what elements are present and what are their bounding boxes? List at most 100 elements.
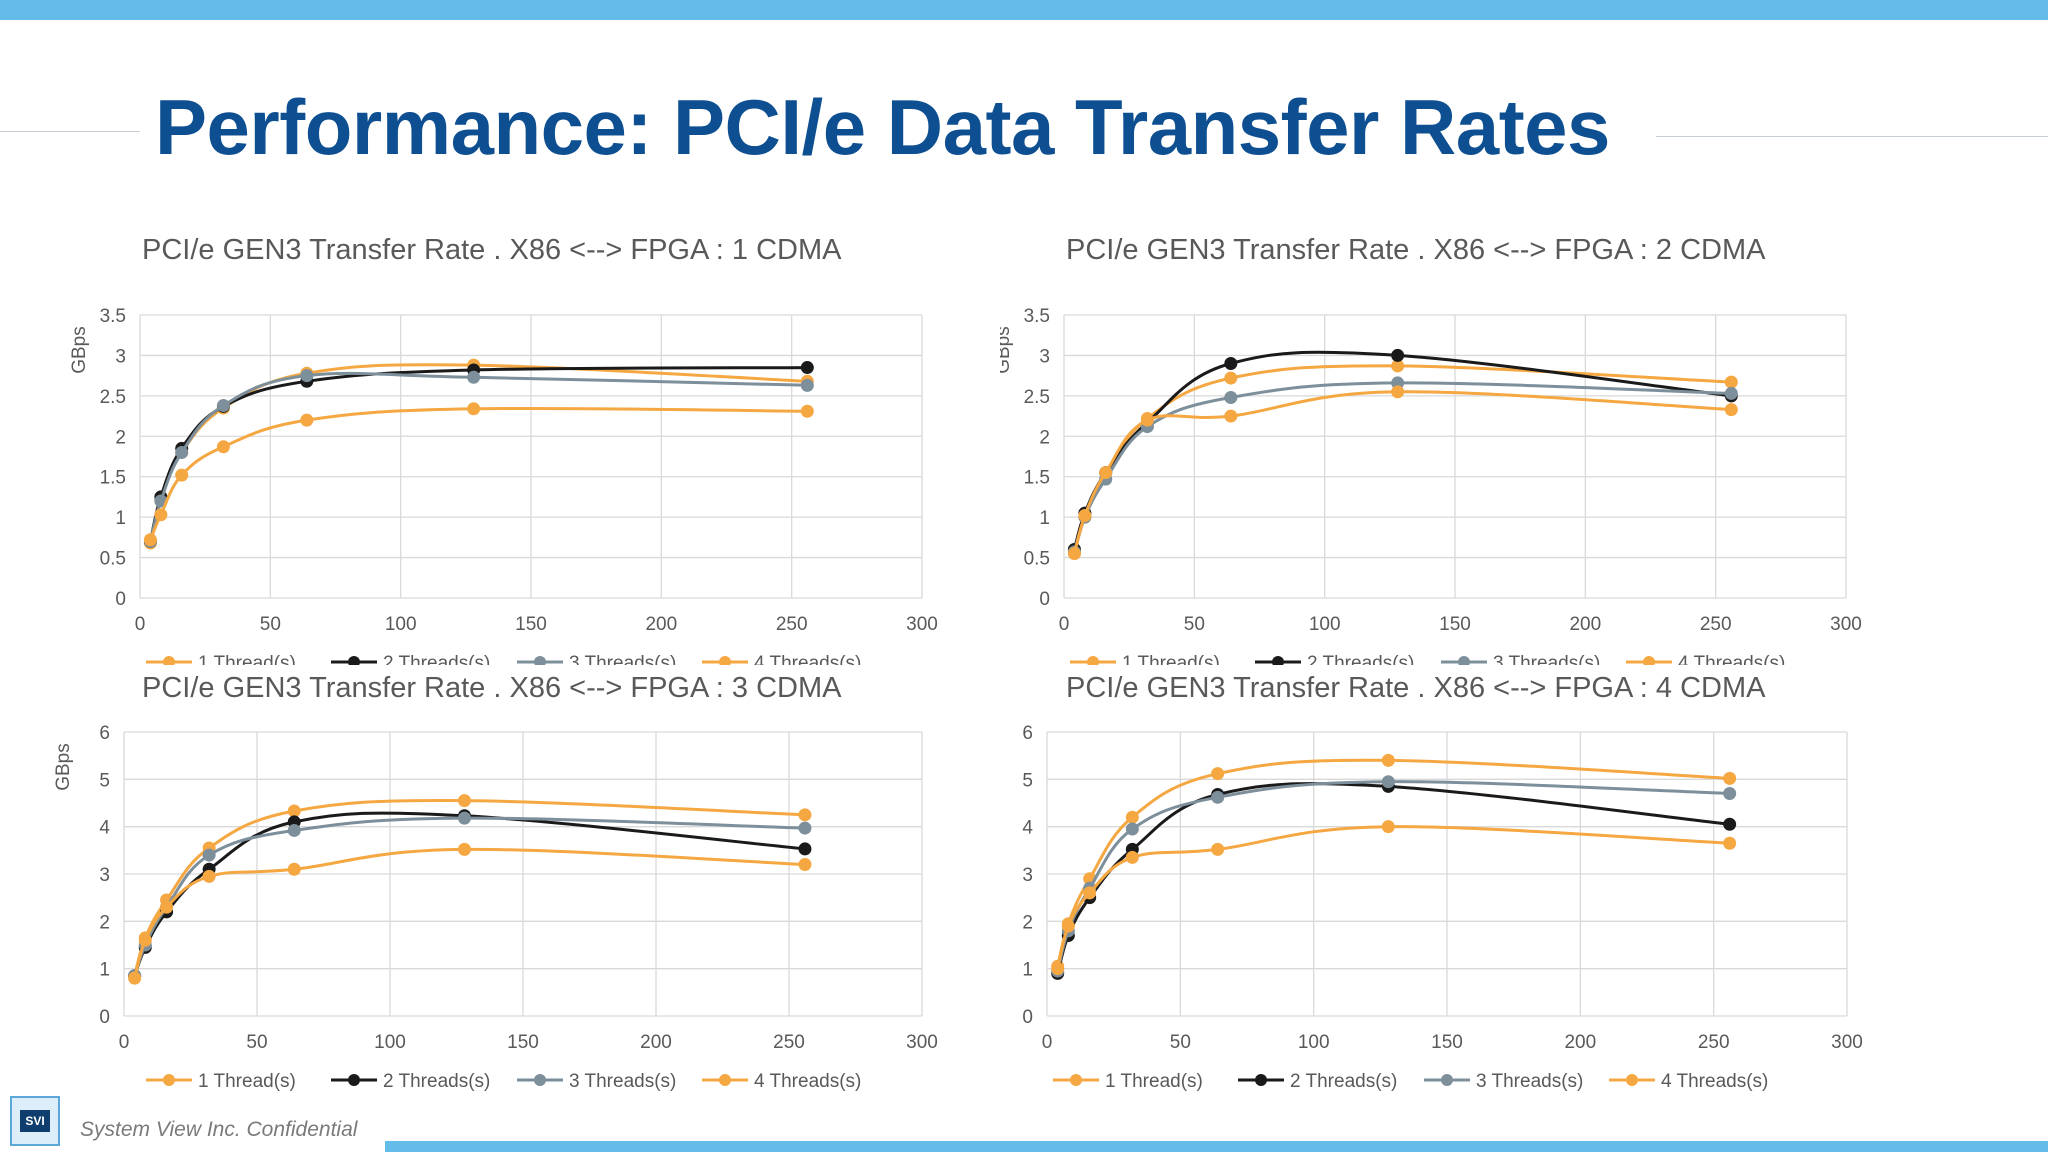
series-line-2 (148, 366, 808, 542)
data-point (287, 823, 301, 837)
series-line-4 (1056, 825, 1730, 970)
data-point (287, 804, 301, 818)
x-tick-label: 0 (119, 1032, 130, 1053)
y-tick-label: 2 (1039, 427, 1050, 448)
data-point (1723, 787, 1737, 801)
y-tick-label: 2 (115, 427, 126, 448)
chart-title: PCI/e GEN3 Transfer Rate . X86 <--> FPGA… (1066, 672, 1766, 704)
y-tick-label: 2 (99, 912, 110, 933)
legend-item-1: 1 Thread(s) (1053, 1071, 1203, 1092)
y-tick-label: 3 (1039, 346, 1050, 367)
legend-item-2: 2 Threads(s) (331, 1071, 490, 1092)
data-point (216, 399, 230, 413)
legend-label: 3 Threads(s) (1476, 1071, 1583, 1092)
x-tick-label: 50 (1170, 1032, 1191, 1053)
data-point (800, 378, 814, 392)
y-tick-label: 1 (115, 508, 126, 529)
chart-panel-3: PCI/e GEN3 Transfer Rate . X86 <--> FPGA… (0, 662, 1000, 1102)
data-point (175, 468, 189, 482)
legend-label: 4 Threads(s) (754, 1071, 861, 1092)
data-point (1140, 413, 1154, 427)
data-point (1391, 385, 1405, 399)
chart-2-svg: 0 0.5 1 1.5 2 2.5 3 3.5 0 50 100 150 200 250 300 GBps 1 … (1000, 306, 1862, 665)
legend-item-2: 2 Threads(s) (331, 653, 490, 665)
legend-swatch-dot (1458, 656, 1470, 665)
data-point (1224, 357, 1238, 371)
data-point (138, 933, 152, 947)
bottom-accent-bar (385, 1141, 2048, 1152)
data-point (202, 848, 216, 862)
legend-swatch-dot (348, 1074, 360, 1086)
legend-item-3: 3 Threads(s) (517, 1071, 676, 1092)
legend-label: 2 Threads(s) (1307, 653, 1414, 665)
legend-swatch-dot (1272, 656, 1284, 665)
data-point (800, 361, 814, 375)
data-point (800, 404, 814, 418)
x-tick-label: 300 (906, 1032, 938, 1053)
chart-title: PCI/e GEN3 Transfer Rate . X86 <--> FPGA… (142, 672, 842, 704)
legend-item-3: 3 Threads(s) (1424, 1071, 1583, 1092)
data-point (1211, 842, 1225, 856)
x-tick-label: 100 (385, 614, 417, 635)
y-tick-label: 3.5 (1024, 306, 1050, 327)
legend-swatch-dot (719, 656, 731, 665)
data-point (1099, 466, 1113, 480)
y-tick-label: 4 (1022, 818, 1033, 839)
legend-swatch-dot (1070, 1074, 1082, 1086)
top-accent-bar (0, 0, 2048, 20)
legend-label: 1 Thread(s) (1122, 653, 1220, 665)
data-point (216, 440, 230, 454)
legend-item-4: 4 Threads(s) (702, 653, 861, 665)
x-tick-label: 100 (1298, 1032, 1330, 1053)
x-tick-label: 150 (1431, 1032, 1463, 1053)
legend-swatch-dot (1255, 1074, 1267, 1086)
y-tick-label: 1.5 (100, 468, 126, 489)
x-tick-label: 0 (135, 614, 146, 635)
legend-item-2: 2 Threads(s) (1238, 1071, 1397, 1092)
legend-label: 3 Threads(s) (1493, 653, 1600, 665)
chart-panel-1: PCI/e GEN3 Transfer Rate . X86 <--> FPGA… (0, 225, 1000, 665)
data-point (1723, 836, 1737, 850)
data-point (798, 858, 812, 872)
data-point (160, 900, 174, 914)
title-rule-right (1656, 136, 2048, 137)
chart-title: PCI/e GEN3 Transfer Rate . X86 <--> FPGA… (142, 234, 842, 266)
data-point (1723, 817, 1737, 831)
y-tick-label: 6 (99, 723, 110, 744)
data-point (1125, 810, 1139, 824)
y-tick-label: 0.5 (1024, 549, 1050, 570)
y-tick-label: 5 (99, 770, 110, 791)
x-tick-label: 50 (1184, 614, 1205, 635)
y-axis-label: GBps (1000, 326, 1014, 374)
series-line-4 (149, 406, 808, 541)
y-tick-label: 3.5 (100, 306, 126, 327)
legend-item-1: 1 Thread(s) (1070, 653, 1220, 665)
x-tick-label: 300 (1831, 1032, 1863, 1053)
data-point (1381, 753, 1395, 767)
y-tick-label: 0 (115, 589, 126, 610)
x-tick-label: 100 (374, 1032, 406, 1053)
legend-label: 1 Thread(s) (198, 1071, 296, 1092)
data-point (154, 508, 168, 522)
logo-mark: SVI (20, 1110, 50, 1132)
data-point (1723, 771, 1737, 785)
data-point (467, 402, 481, 416)
data-point (1125, 850, 1139, 864)
y-tick-label: 1 (99, 960, 110, 981)
legend-label: 2 Threads(s) (1290, 1071, 1397, 1092)
data-point (798, 842, 812, 856)
data-point (202, 869, 216, 883)
data-point (1211, 790, 1225, 804)
data-point (1051, 962, 1065, 976)
company-logo: SVI (10, 1096, 60, 1146)
x-tick-label: 300 (1830, 614, 1862, 635)
x-tick-label: 0 (1042, 1032, 1053, 1053)
legend-item-1: 1 Thread(s) (146, 653, 296, 665)
legend-swatch-dot (1087, 656, 1099, 665)
series-line-1 (1056, 758, 1730, 967)
x-tick-label: 100 (1309, 614, 1341, 635)
data-point (798, 808, 812, 822)
data-point (175, 445, 189, 459)
legend-label: 3 Threads(s) (569, 1071, 676, 1092)
